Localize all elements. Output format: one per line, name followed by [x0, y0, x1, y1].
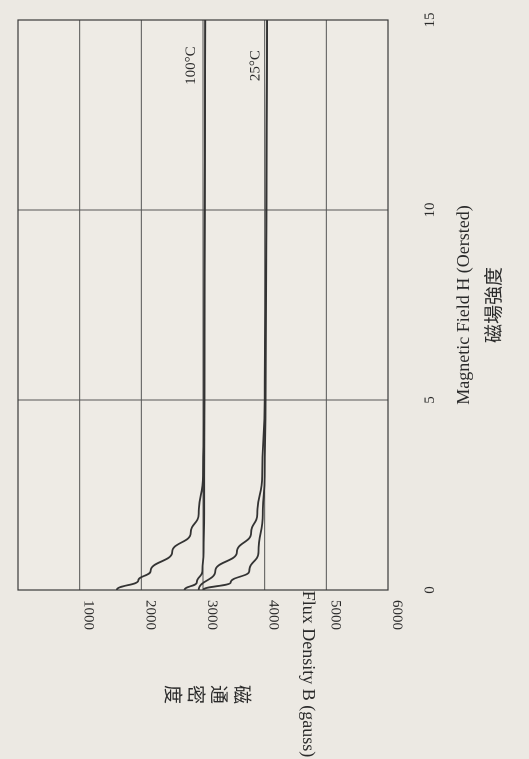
series-line-2: [197, 19, 268, 591]
series-line-4: [115, 19, 207, 591]
y-tick-label: 4000: [266, 600, 282, 630]
x-tick-label: 0: [422, 586, 438, 594]
y-axis-title-cjk: 磁通密度: [160, 682, 252, 704]
x-tick-label: 10: [422, 203, 438, 218]
x-tick-label: 5: [422, 396, 438, 404]
y-tick-labels: 1000 2000 3000 4000 5000 6000: [81, 600, 405, 630]
curve-label-25c: 25°C: [248, 50, 264, 81]
curves: [115, 19, 268, 591]
curve-labels: 25°C 100°C: [183, 46, 264, 85]
y-tick-label: 1000: [81, 600, 97, 630]
x-tick-labels: 0 5 10 15: [422, 13, 438, 594]
y-axis-title: Flux Density B (gauss): [298, 591, 319, 758]
curve-label-100c: 100°C: [183, 46, 199, 85]
y-tick-label: 3000: [204, 600, 220, 630]
y-tick-label: 6000: [389, 600, 405, 630]
x-axis-title-cjk: 磁場強度: [483, 267, 505, 343]
x-axis-title: Magnetic Field H (Oersted): [453, 205, 474, 404]
x-tick-label: 15: [422, 13, 438, 28]
y-tick-label: 5000: [327, 600, 343, 630]
y-tick-label: 2000: [142, 600, 158, 630]
plot-frame: [17, 19, 389, 591]
